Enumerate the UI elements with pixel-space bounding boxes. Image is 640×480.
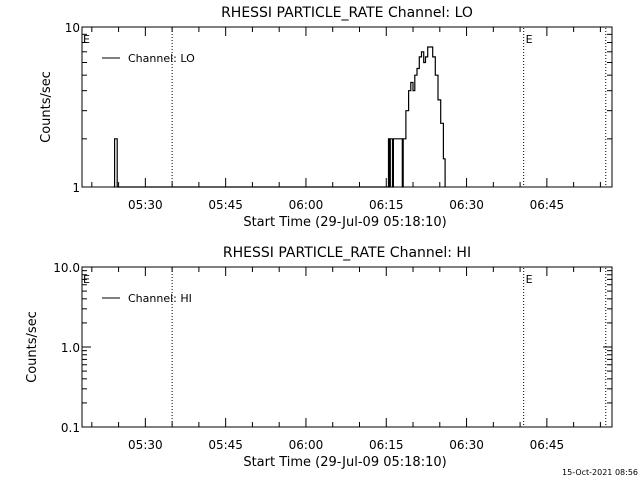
y-axis-label: Counts/sec (25, 311, 40, 383)
x-tick-label: 05:30 (128, 198, 163, 212)
x-tick-label: 06:00 (289, 198, 324, 212)
x-tick-label: 05:30 (128, 438, 163, 452)
x-tick-label: 06:00 (289, 438, 324, 452)
plot-frame (81, 26, 613, 188)
chart-title: RHESSI PARTICLE_RATE Channel: LO (221, 5, 473, 21)
legend-label: Channel: LO (128, 52, 195, 65)
x-axis-label: Start Time (29-Jul-09 05:18:10) (243, 215, 446, 230)
series-line (113, 46, 446, 188)
plot-panel-hi: RHESSI PARTICLE_RATE Channel: HI 0.1 1.0 10… (25, 245, 613, 470)
y-tick-label: 1 (72, 181, 80, 195)
plot-panel-lo: RHESSI PARTICLE_RATE Channel: LO 1 10 05:30… (39, 5, 613, 230)
footer-timestamp: 15-Oct-2021 08:56 (562, 468, 638, 477)
event-marker-label: E (526, 273, 533, 286)
y-tick-label: 10.0 (53, 261, 80, 275)
x-tick-label: 06:45 (530, 438, 565, 452)
legend-label: Channel: HI (128, 292, 192, 305)
x-tick-label: 06:30 (449, 198, 484, 212)
event-marker-label: E (526, 33, 533, 46)
x-tick-label: 06:15 (369, 198, 404, 212)
x-tick-label: 05:45 (208, 438, 243, 452)
plot-frame (81, 266, 613, 428)
x-tick-label: 06:15 (369, 438, 404, 452)
y-tick-label: 10 (65, 21, 80, 35)
x-axis-label: Start Time (29-Jul-09 05:18:10) (243, 455, 446, 470)
x-tick-label: 06:30 (449, 438, 484, 452)
y-axis-label: Counts/sec (39, 71, 54, 143)
y-tick-label: 1.0 (61, 341, 80, 355)
edge-marker-label: E (83, 273, 90, 286)
x-tick-label: 05:45 (208, 198, 243, 212)
x-tick-label: 06:45 (530, 198, 565, 212)
chart-title: RHESSI PARTICLE_RATE Channel: HI (223, 245, 471, 261)
edge-marker-label: E (83, 33, 90, 46)
y-tick-label: 0.1 (61, 421, 80, 435)
